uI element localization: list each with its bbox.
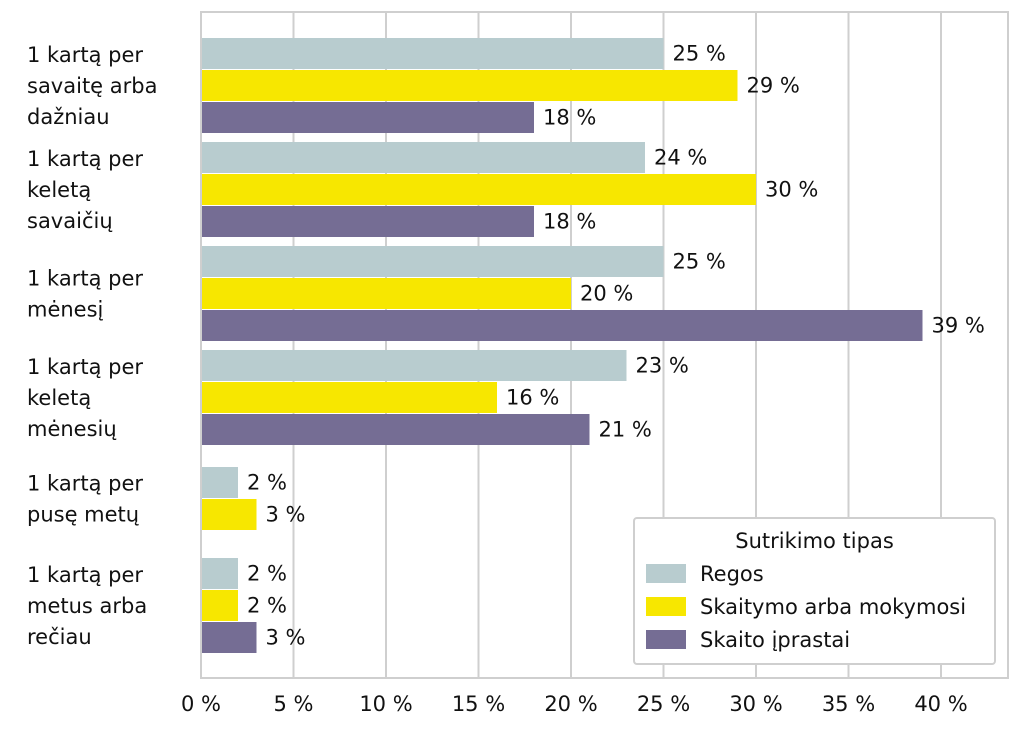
bar-value-label: 3 % [266, 626, 306, 650]
legend-title: Sutrikimo tipas [735, 529, 894, 553]
x-tick-label: 40 % [914, 692, 967, 716]
category-label: 1 kartą per keletą mėnesių [27, 355, 143, 441]
bar-2 [201, 278, 571, 309]
bar-value-label: 25 % [673, 250, 726, 274]
bar-value-label: 25 % [673, 42, 726, 66]
bar-1 [201, 467, 238, 498]
bar-value-label: 3 % [266, 503, 306, 527]
bar-3 [201, 102, 534, 133]
bar-value-label: 24 % [654, 146, 707, 170]
category-label: 1 kartą per keletą savaičių [27, 147, 143, 233]
legend-entry: Regos [700, 562, 764, 586]
legend-swatch [646, 630, 686, 649]
bar-2 [201, 382, 497, 413]
category-label: 1 kartą per metus arba rečiau [27, 563, 147, 649]
bar-1 [201, 246, 664, 277]
legend: Sutrikimo tipas Regos Skaitymo arba mokymo… [633, 517, 996, 665]
bar-value-label: 23 % [636, 354, 689, 378]
bar-value-label: 2 % [247, 594, 287, 618]
category-label: 1 kartą per pusę metų [27, 472, 143, 527]
category-label: 1 kartą per mėnesį [27, 267, 143, 322]
legend-swatch [646, 597, 686, 616]
x-tick-label: 30 % [729, 692, 782, 716]
bar-1 [201, 142, 645, 173]
bar-value-label: 30 % [765, 178, 818, 202]
x-tick-label: 10 % [359, 692, 412, 716]
bar-value-label: 29 % [747, 74, 800, 98]
bar-2 [201, 590, 238, 621]
bar-value-label: 2 % [247, 471, 287, 495]
legend-entry: Skaitymo arba mokymosi [700, 595, 966, 619]
legend-entry: Skaito įprastai [700, 628, 850, 652]
bar-value-label: 18 % [543, 210, 596, 234]
category-label: 1 kartą per savaitę arba dažniau [27, 43, 157, 129]
x-tick-label: 5 % [274, 692, 314, 716]
legend-swatch [646, 564, 686, 583]
legend-box [633, 517, 996, 665]
value-labels: 25 % 29 % 18 % 24 % 30 % 18 % 25 % 20 % 39 % 23 %… [247, 42, 985, 650]
plot-border [200, 11, 1009, 679]
bar-value-label: 20 % [580, 282, 633, 306]
bar-3 [201, 206, 534, 237]
x-tick-label: 0 % [181, 692, 221, 716]
bar-1 [201, 350, 627, 381]
bar-value-label: 39 % [932, 314, 985, 338]
x-tick-label: 35 % [822, 692, 875, 716]
bar-1 [201, 558, 238, 589]
bar-value-label: 21 % [599, 418, 652, 442]
x-tick-label: 15 % [452, 692, 505, 716]
bar-3 [201, 414, 590, 445]
bar-2 [201, 499, 257, 530]
bar-1 [201, 38, 664, 69]
bar-value-label: 16 % [506, 386, 559, 410]
x-tick-labels: 0 % 5 % 10 % 15 % 20 % 25 % 30 % 35 % 40 % [181, 692, 968, 716]
bar-3 [201, 310, 923, 341]
x-tick-label: 20 % [544, 692, 597, 716]
category-labels: 1 kartą per savaitę arba dažniau 1 kartą pe… [27, 43, 157, 649]
bar-2 [201, 70, 738, 101]
bar-value-label: 18 % [543, 106, 596, 130]
bar-2 [201, 174, 756, 205]
bars [201, 38, 923, 653]
x-tick-label: 25 % [637, 692, 690, 716]
bar-value-label: 2 % [247, 562, 287, 586]
plot-frame [200, 11, 1009, 679]
bar-3 [201, 622, 257, 653]
